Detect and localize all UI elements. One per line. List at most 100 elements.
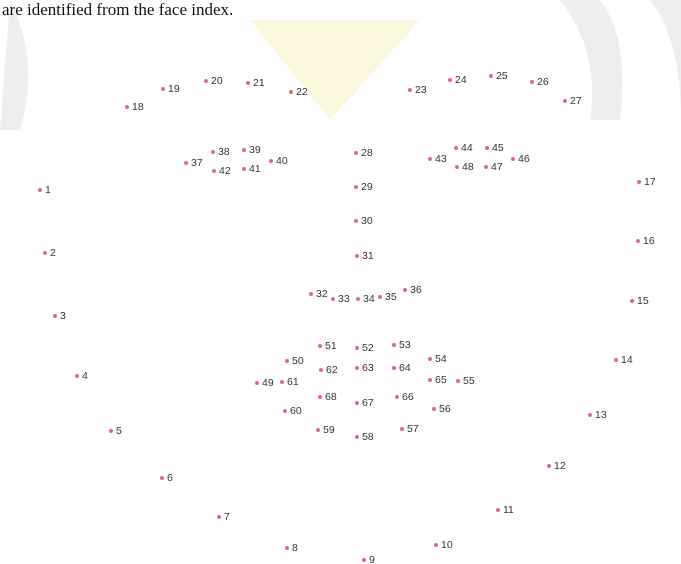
landmark-dot — [331, 297, 335, 301]
landmark-label: 37 — [191, 157, 203, 169]
landmark-dot — [318, 395, 322, 399]
landmark-label: 66 — [402, 391, 414, 403]
landmark-label: 5 — [116, 425, 122, 437]
landmark-dot — [318, 344, 322, 348]
landmark-label: 28 — [361, 147, 373, 159]
caption: are identified from the face index. — [2, 0, 234, 19]
landmark-label: 63 — [362, 362, 374, 374]
landmark-label: 19 — [168, 83, 180, 95]
landmark-dot — [309, 292, 313, 296]
landmark-label: 18 — [132, 101, 144, 113]
landmark-label: 17 — [644, 176, 656, 188]
landmark-label: 41 — [249, 163, 261, 175]
landmark-dot — [285, 546, 289, 550]
landmark-label: 29 — [361, 181, 373, 193]
landmark-label: 3 — [60, 310, 66, 322]
landmark-label: 11 — [503, 504, 514, 516]
landmark-dot — [362, 558, 366, 562]
landmark-dot — [636, 239, 640, 243]
landmark-dot — [355, 401, 359, 405]
landmark-label: 60 — [290, 405, 302, 417]
landmark-dot — [316, 428, 320, 432]
landmark-label: 68 — [325, 391, 337, 403]
landmark-label: 2 — [50, 247, 56, 259]
landmark-dot — [403, 288, 407, 292]
landmark-dot — [283, 409, 287, 413]
landmark-label: 52 — [362, 342, 374, 354]
landmark-label: 49 — [262, 377, 274, 389]
landmark-label: 7 — [224, 511, 230, 523]
landmark-label: 44 — [461, 142, 473, 154]
landmark-dot — [511, 157, 515, 161]
watermark — [0, 0, 681, 130]
landmark-dot — [428, 357, 432, 361]
landmark-label: 47 — [491, 161, 503, 173]
landmark-dot — [285, 359, 289, 363]
landmark-label: 38 — [218, 146, 230, 158]
landmark-dot — [289, 90, 293, 94]
landmark-label: 36 — [410, 284, 422, 296]
landmark-dot — [75, 374, 79, 378]
landmark-dot — [530, 80, 534, 84]
landmark-dot — [484, 165, 488, 169]
landmark-label: 50 — [292, 355, 304, 367]
landmark-dot — [355, 435, 359, 439]
landmark-label: 59 — [323, 424, 335, 436]
watermark-shape — [0, 0, 28, 130]
landmark-dot — [355, 366, 359, 370]
landmark-label: 61 — [287, 376, 299, 388]
landmark-dot — [455, 165, 459, 169]
landmark-label: 32 — [316, 288, 328, 300]
landmark-label: 33 — [338, 293, 350, 305]
landmark-dot — [125, 105, 129, 109]
landmark-label: 4 — [82, 370, 88, 382]
landmark-dot — [204, 79, 208, 83]
landmark-dot — [269, 159, 273, 163]
landmark-dot — [255, 381, 259, 385]
landmark-dot — [280, 380, 284, 384]
landmark-label: 65 — [435, 374, 447, 386]
landmark-label: 26 — [537, 76, 549, 88]
landmark-dot — [400, 427, 404, 431]
landmark-label: 8 — [292, 542, 298, 554]
landmark-label: 40 — [276, 155, 288, 167]
landmark-label: 54 — [435, 353, 447, 365]
watermark-shape — [650, 0, 681, 120]
landmark-dot — [354, 151, 358, 155]
landmark-label: 43 — [435, 153, 447, 165]
landmark-dot — [434, 543, 438, 547]
landmark-label: 34 — [363, 293, 375, 305]
landmark-dot — [109, 429, 113, 433]
landmark-dot — [547, 464, 551, 468]
landmark-dot — [454, 146, 458, 150]
landmark-dot — [212, 169, 216, 173]
landmark-label: 58 — [362, 431, 374, 443]
landmark-label: 51 — [325, 340, 337, 352]
landmark-dot — [242, 167, 246, 171]
landmark-label: 16 — [643, 235, 655, 247]
landmark-dot — [448, 78, 452, 82]
landmark-dot — [485, 146, 489, 150]
landmark-label: 56 — [439, 403, 451, 415]
landmark-label: 64 — [399, 362, 411, 374]
landmark-label: 25 — [496, 70, 508, 82]
landmark-dot — [356, 297, 360, 301]
landmark-label: 45 — [492, 142, 504, 154]
landmark-label: 31 — [362, 250, 374, 262]
landmark-dot — [246, 81, 250, 85]
landmark-label: 39 — [249, 144, 261, 156]
landmark-label: 6 — [167, 472, 173, 484]
landmark-dot — [319, 368, 323, 372]
landmark-dot — [637, 180, 641, 184]
watermark-shape — [560, 0, 623, 120]
landmark-dot — [392, 343, 396, 347]
landmark-label: 9 — [369, 554, 375, 564]
landmark-label: 48 — [462, 161, 474, 173]
landmark-label: 27 — [570, 95, 582, 107]
landmark-label: 14 — [621, 354, 633, 366]
landmark-label: 55 — [463, 375, 475, 387]
landmark-dot — [217, 515, 221, 519]
